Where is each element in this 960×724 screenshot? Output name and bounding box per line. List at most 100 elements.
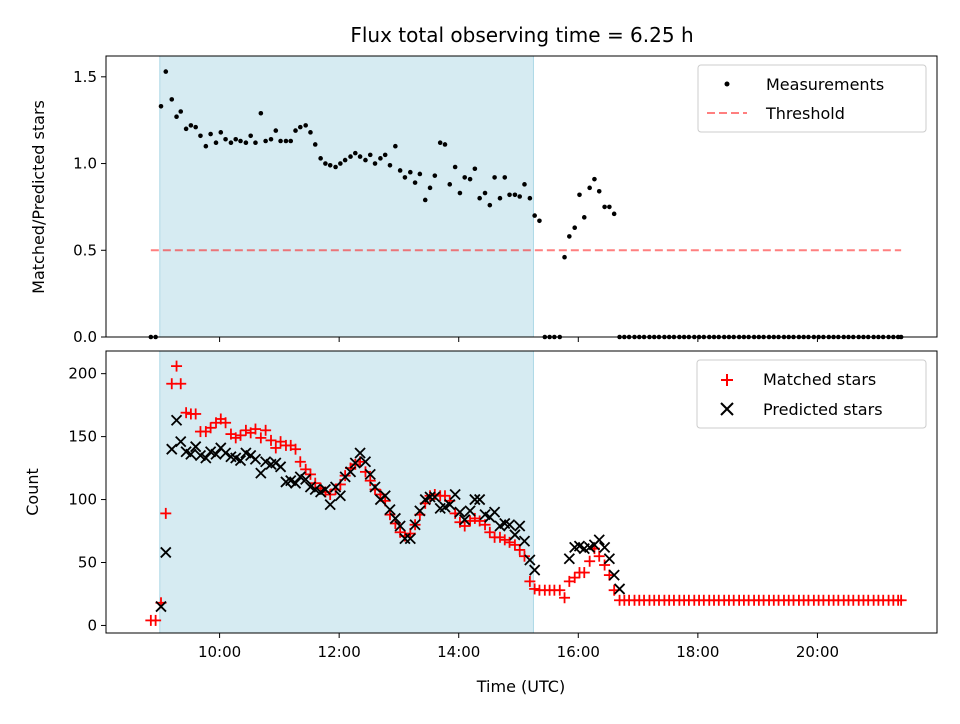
measurement-point — [611, 211, 617, 217]
matched-star-point — [255, 432, 267, 444]
matched-star-point — [569, 572, 581, 584]
measurement-point — [522, 182, 527, 187]
measurement-point — [253, 140, 258, 146]
top-y-axis: 0.0 0.5 1.0 1.5 — [73, 68, 106, 346]
matched-star-point — [160, 507, 172, 519]
measurement-point — [218, 130, 224, 135]
measurement-point — [238, 138, 243, 144]
predicted-star-point — [200, 452, 212, 464]
matched-star-point — [260, 424, 272, 436]
matched-star-point — [524, 575, 536, 587]
measurement-point — [432, 173, 438, 178]
measurement-point — [263, 138, 268, 144]
predicted-star-point — [613, 583, 626, 595]
measurement-point — [487, 202, 493, 208]
top-y-tick-label: 0.5 — [73, 241, 97, 259]
matched-star-point — [235, 429, 247, 441]
bottom-panel: 0 50 100 150 200 10:00 12:00 14:00 16:00 18:00 20… — [23, 350, 938, 696]
measurement-point — [338, 161, 343, 166]
measurement-point — [512, 192, 518, 198]
predicted-star-point — [514, 520, 526, 532]
bottom-y-tick-label: 200 — [68, 365, 97, 383]
bottom-x-axis: 10:00 12:00 14:00 16:00 18:00 20:00 — [198, 633, 839, 661]
top-y-tick-label: 0.0 — [73, 328, 97, 346]
predicted-star-point — [379, 490, 391, 502]
bottom-y-axis: 0 50 100 150 200 — [68, 365, 106, 634]
measurement-point — [492, 175, 497, 180]
predicted-star-point — [190, 441, 202, 453]
measurement-point — [372, 161, 378, 166]
predicted-star-point — [319, 483, 332, 496]
x-tick-label: 20:00 — [796, 643, 839, 661]
predicted-star-point — [155, 600, 167, 613]
predicted-star-point — [464, 505, 476, 517]
bottom-legend-box — [696, 359, 927, 429]
predicted-star-point — [170, 414, 183, 426]
matched-star-point — [364, 475, 376, 487]
matched-star-point — [459, 520, 471, 532]
matched-star-point — [584, 555, 596, 567]
bottom-y-tick-label: 150 — [68, 428, 97, 446]
matched-star-point — [593, 550, 605, 562]
legend-matched-label: Matched stars — [763, 370, 876, 389]
predicted-star-point — [503, 519, 516, 531]
measurement-point — [427, 185, 433, 191]
measurement-point — [203, 143, 209, 149]
measurement-point — [268, 136, 274, 142]
matched-star-point — [504, 536, 516, 548]
predicted-star-point — [449, 488, 461, 501]
predicted-star-point — [300, 473, 312, 486]
matched-star-point — [270, 442, 282, 454]
predicted-star-point — [289, 477, 302, 489]
measurement-point — [193, 124, 198, 130]
predicted-star-point — [219, 447, 232, 459]
predicted-star-point — [175, 436, 187, 448]
predicted-star-point — [255, 467, 267, 479]
predicted-star-point — [344, 466, 357, 478]
measurement-point — [462, 175, 468, 180]
matched-star-point — [205, 422, 217, 434]
predicted-star-point — [364, 468, 376, 481]
top-legend: Measurements Threshold — [697, 64, 927, 133]
measurement-point — [318, 156, 323, 161]
matched-star-point — [150, 614, 162, 626]
measurement-point — [288, 138, 294, 144]
measurement-point — [452, 164, 458, 170]
matched-star-point — [171, 360, 183, 372]
matched-star-point — [384, 509, 396, 521]
predicted-star-point — [369, 481, 381, 493]
x-tick-label: 10:00 — [198, 643, 241, 661]
measurement-point — [208, 131, 213, 137]
predicted-star-point — [359, 456, 372, 468]
predicted-star-point — [593, 534, 605, 546]
bottom-legend: Matched stars Predicted stars — [696, 359, 927, 429]
measurement-point — [342, 157, 348, 163]
measurement-point — [527, 195, 533, 201]
measurement-point — [283, 138, 289, 144]
measurement-point — [223, 136, 228, 142]
measurement-point — [293, 128, 298, 133]
predicted-star-point — [249, 453, 262, 465]
matched-star-point — [265, 434, 277, 446]
predicted-star-point — [488, 506, 501, 518]
measurement-point — [572, 225, 578, 231]
predicted-star-point — [234, 454, 247, 467]
measurement-point — [248, 133, 253, 139]
predicted-star-point — [329, 481, 342, 493]
predicted-star-point — [394, 520, 406, 532]
measurement-point — [258, 110, 264, 116]
measurement-points — [148, 69, 904, 340]
predicted-star-point — [414, 505, 426, 517]
legend-predicted-label: Predicted stars — [763, 400, 883, 419]
matched-star-point — [190, 408, 202, 420]
measurement-point — [312, 142, 318, 147]
measurement-point — [502, 175, 508, 180]
measurement-point — [507, 192, 512, 198]
matched-star-point — [230, 432, 242, 444]
measurement-point — [607, 204, 612, 210]
legend-measurement-marker — [724, 81, 730, 87]
bottom-shaded-region — [159, 350, 534, 634]
matched-star-point — [559, 592, 571, 604]
matched-star-point — [175, 378, 187, 390]
bottom-y-tick-label: 100 — [68, 491, 97, 509]
